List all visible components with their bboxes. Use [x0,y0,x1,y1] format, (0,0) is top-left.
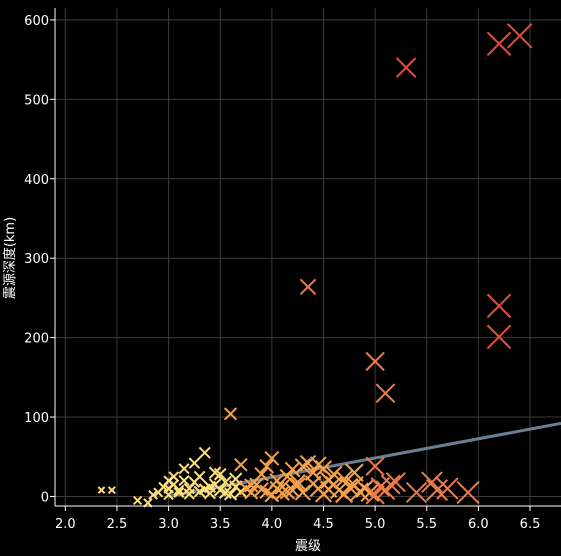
data-point [183,488,195,500]
data-point [325,465,343,483]
y-tick-label: 300 [24,252,49,267]
data-point [223,487,238,501]
x-tick-label: 6.5 [520,517,541,532]
y-tick-label: 100 [24,411,49,426]
x-tick-label: 3.0 [158,517,179,532]
data-point [314,460,333,478]
x-tick-label: 5.0 [365,517,386,532]
x-tick-label: 4.0 [262,517,283,532]
x-tick-label: 4.5 [313,517,334,532]
data-point [188,457,201,469]
data-point [486,293,512,319]
data-point [375,383,396,404]
data-point [97,486,106,494]
data-point [294,458,311,475]
data-point [198,446,211,459]
data-point [279,468,296,485]
data-point [294,484,311,501]
data-point [299,278,317,296]
x-tick-label: 2.5 [107,517,128,532]
data-point [173,484,185,496]
data-point [335,470,354,488]
data-point [234,457,248,472]
grid-lines [55,8,561,506]
data-point [405,481,427,504]
data-point [365,351,385,372]
data-point [178,463,190,475]
data-point [148,489,159,500]
data-point [395,57,417,78]
data-point [173,487,185,498]
data-point [340,477,359,497]
data-point [133,495,143,506]
data-point [486,31,512,57]
y-tick-label: 500 [24,93,49,108]
x-tick-labels: 2.0 2.5 3.0 3.5 4.0 4.5 5.0 5.5 6.0 6.5 [55,517,540,532]
data-point [274,485,290,501]
x-tick-label: 3.5 [210,517,231,532]
x-tick-label: 5.5 [416,517,437,532]
data-point [264,450,280,466]
data-point [168,471,180,482]
x-tick-label: 6.0 [468,517,489,532]
x-tick-label: 2.0 [55,517,76,532]
y-tick-label: 600 [24,14,49,29]
data-point [107,486,116,495]
data-point [244,478,259,493]
x-axis-title: 震级 [295,539,321,554]
data-point [163,489,174,501]
data-point [436,477,459,500]
points-layer [97,23,533,508]
data-point [486,324,512,350]
data-point [178,475,190,487]
axes [50,8,561,511]
data-point [380,474,401,495]
data-point [218,475,232,489]
data-point [254,467,269,482]
y-axis-title: 震源深度(km) [2,217,18,299]
data-point [385,472,406,493]
data-point [365,456,385,476]
y-tick-label: 200 [24,332,49,347]
data-point [284,461,301,478]
data-point [259,458,275,474]
data-point [223,407,238,421]
y-tick-labels: 0 100 200 300 400 500 600 [24,14,49,506]
data-point [289,474,306,491]
data-point [193,470,206,483]
data-point [426,479,449,502]
data-point [506,23,533,49]
data-point [456,480,480,505]
data-point [289,477,306,494]
y-tick-label: 0 [41,490,49,505]
y-tick-label: 400 [24,173,49,188]
data-point [213,467,227,481]
data-point [203,487,217,500]
